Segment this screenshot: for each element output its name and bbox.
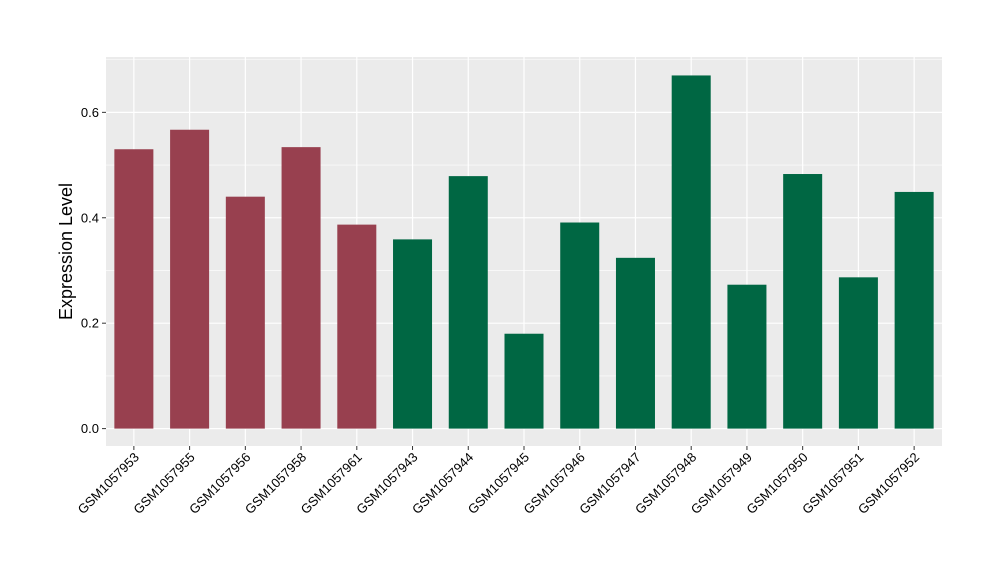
bar-GSM1057958 [281, 147, 321, 429]
y-tick-label: 0.2 [81, 316, 99, 331]
bar-GSM1057948 [671, 75, 711, 429]
bar-GSM1057944 [448, 176, 488, 429]
bar-GSM1057943 [393, 239, 433, 429]
bar-GSM1057950 [783, 174, 823, 429]
y-tick-label: 0.0 [81, 421, 99, 436]
y-tick-label: 0.4 [81, 210, 99, 225]
y-tick-label: 0.6 [81, 105, 99, 120]
bar-GSM1057949 [727, 284, 767, 429]
bar-GSM1057946 [560, 222, 600, 429]
bars [114, 75, 934, 429]
bar-GSM1057951 [838, 277, 878, 429]
bar-GSM1057956 [225, 196, 265, 429]
bar-GSM1057961 [337, 224, 377, 429]
bar-GSM1057953 [114, 149, 154, 429]
bar-GSM1057955 [170, 129, 210, 429]
x-axis: GSM1057953GSM1057955GSM1057956GSM1057958… [75, 446, 922, 517]
y-axis-title: Expression Level [56, 183, 76, 320]
bar-GSM1057945 [504, 333, 544, 429]
bar-GSM1057952 [894, 191, 934, 429]
bar-GSM1057947 [615, 257, 655, 429]
y-axis: 0.0 0.2 0.4 0.6 [81, 105, 106, 436]
